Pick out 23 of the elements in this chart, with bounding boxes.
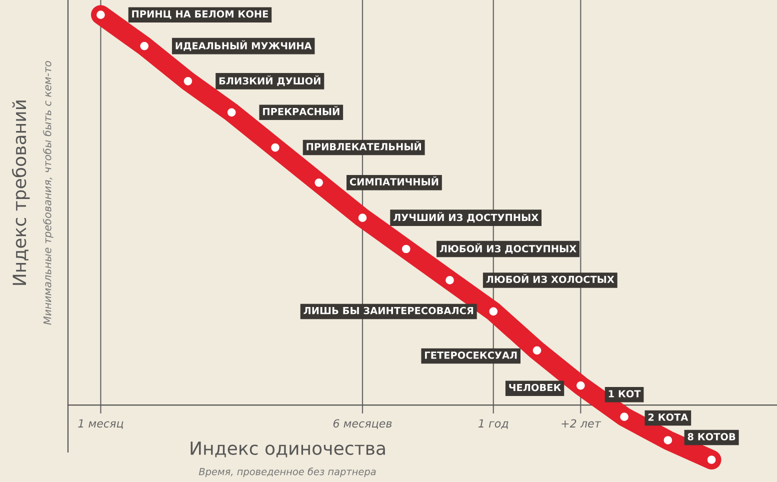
y-axis-title: Индекс требований [12,100,30,285]
x-tick-label: 1 год [478,419,508,429]
annotation: 2 КОТА [648,413,688,421]
x-tick-label: 1 месяц [78,419,124,429]
annotation: БЛИЗКИЙ ДУШОЙ [219,75,320,86]
annotation: ПРИНЦ НА БЕЛОМ КОНЕ [132,10,268,20]
x-tick-label: +2 лет [562,419,602,428]
annotation: ЛЮБОЙ ИЗ ХОЛОСТЫХ [486,274,614,284]
text: Время, проведенное без партнера [198,468,376,478]
annotation: ПРИВЛЕКАТЕЛЬНЫЙ [306,141,422,150]
annotation: 1 КОТ [608,390,641,398]
annotation: ЛУЧШИЙ ИЗ ДОСТУПНЫХ [394,212,538,223]
annotation: СИМПАТИЧНЫЙ [350,176,438,186]
annotation: ГЕТЕРОСЕКСУАЛ [425,351,517,359]
annotation: ИДЕАЛЬНЫЙ МУЖЧИНА [176,40,312,51]
annotation: ЛИШЬ БЫ ЗАИНТЕРЕСОВАЛСЯ [304,306,474,314]
x-tick-label: 6 месяцев [333,419,392,429]
annotation: ЛЮБОЙ ИЗ ДОСТУПНЫХ [440,243,576,254]
annotation: ПРЕКРАСНЫЙ [263,106,340,116]
x-axis-title: Индекс одиночества [190,442,385,458]
annotation: 8 КОТОВ [688,433,736,440]
text: Минимальные требования, чтобы быть с кем-то [43,61,54,325]
annotation: ЧЕЛОВЕК [509,384,562,392]
